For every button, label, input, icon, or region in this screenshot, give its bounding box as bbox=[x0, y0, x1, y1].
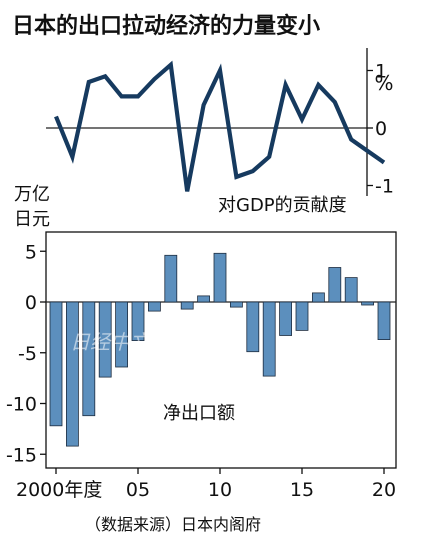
watermark: 日经中文网 bbox=[70, 330, 173, 354]
bar bbox=[147, 301, 161, 312]
bar bbox=[131, 301, 145, 341]
bar bbox=[164, 254, 178, 303]
bar bbox=[328, 267, 342, 303]
bar-x-tick-label: 05 bbox=[126, 479, 150, 501]
bar-y-axis-label-line-1: 万亿 bbox=[14, 184, 50, 205]
bar bbox=[115, 301, 128, 368]
bar bbox=[229, 301, 243, 308]
bar-x-tick-label: 20 bbox=[372, 479, 396, 501]
bar-x-tick-label: 2000年度 bbox=[16, 479, 102, 501]
bar bbox=[197, 295, 211, 303]
bar bbox=[246, 301, 260, 353]
bar-y-axis-label-line-2: 日元 bbox=[14, 209, 50, 230]
bar-y-tick-label: 5 bbox=[25, 241, 37, 263]
bar-y-tick-label: -5 bbox=[18, 343, 37, 365]
bar bbox=[361, 301, 375, 306]
bar bbox=[377, 301, 391, 340]
bar bbox=[82, 301, 96, 417]
bar-plot-frame bbox=[45, 231, 397, 469]
bar-x-tick-label: 10 bbox=[208, 479, 232, 501]
bar-series-label: 净出口额 bbox=[163, 403, 235, 424]
chart-title: 日本的出口拉动经济的力量变小 bbox=[12, 13, 320, 39]
line-series-path bbox=[54, 60, 386, 192]
bar bbox=[213, 252, 227, 303]
line-unit-label: % bbox=[374, 71, 393, 95]
bar-y-tick-label: -10 bbox=[6, 394, 37, 416]
bar bbox=[262, 301, 276, 377]
bar bbox=[49, 301, 63, 427]
line-panel: -1 0 1 bbox=[46, 48, 394, 198]
line-y-tick-label: -1 bbox=[375, 176, 394, 198]
line-y-tick-label: 1 bbox=[375, 61, 387, 83]
bar bbox=[344, 277, 358, 303]
bar-y-tick-label: 0 bbox=[25, 292, 37, 314]
bar bbox=[180, 301, 194, 310]
bar bbox=[311, 292, 325, 303]
bar bbox=[279, 301, 293, 336]
source-note: （数据来源）日本内阁府 bbox=[85, 515, 261, 534]
line-y-tick-label: 0 bbox=[375, 118, 387, 140]
bar-x-tick-label: 15 bbox=[290, 479, 314, 501]
line-series-label: 对GDP的贡献度 bbox=[218, 195, 347, 216]
bar bbox=[295, 301, 309, 331]
bar bbox=[98, 301, 112, 378]
bar-y-tick-label: -15 bbox=[6, 444, 37, 466]
bar bbox=[66, 301, 79, 447]
